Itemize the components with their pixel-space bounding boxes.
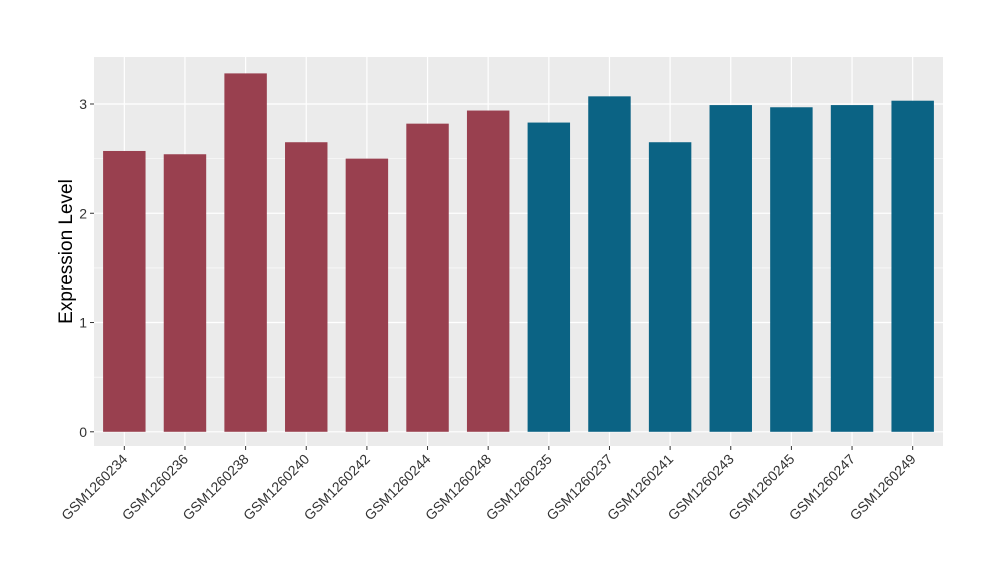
bar-GSM1260243 [709, 105, 752, 432]
bars [103, 73, 934, 432]
bar-GSM1260240 [285, 142, 328, 432]
bar-GSM1260242 [345, 158, 389, 432]
y-tick-label: 0 [79, 424, 87, 440]
y-tick-label: 1 [79, 315, 87, 331]
bar-GSM1260249 [891, 100, 934, 432]
bar-GSM1260237 [588, 96, 631, 432]
x-axis: GSM1260234GSM1260236GSM1260238GSM1260240… [58, 446, 919, 523]
bar-GSM1260248 [466, 110, 510, 432]
bar-GSM1260247 [830, 105, 874, 432]
bar-GSM1260235 [527, 122, 571, 432]
bar-GSM1260245 [770, 107, 813, 432]
bar-GSM1260234 [103, 150, 146, 432]
bar-GSM1260244 [406, 123, 449, 432]
bar-GSM1260236 [163, 154, 207, 432]
bar-GSM1260241 [648, 142, 692, 432]
plot-panel [94, 57, 943, 446]
bar-GSM1260238 [224, 73, 267, 432]
y-axis-title: Expression Level [56, 179, 77, 324]
y-tick-label: 3 [79, 96, 87, 112]
y-axis: 0 1 2 3 [79, 96, 94, 440]
y-tick-label: 2 [79, 205, 87, 221]
